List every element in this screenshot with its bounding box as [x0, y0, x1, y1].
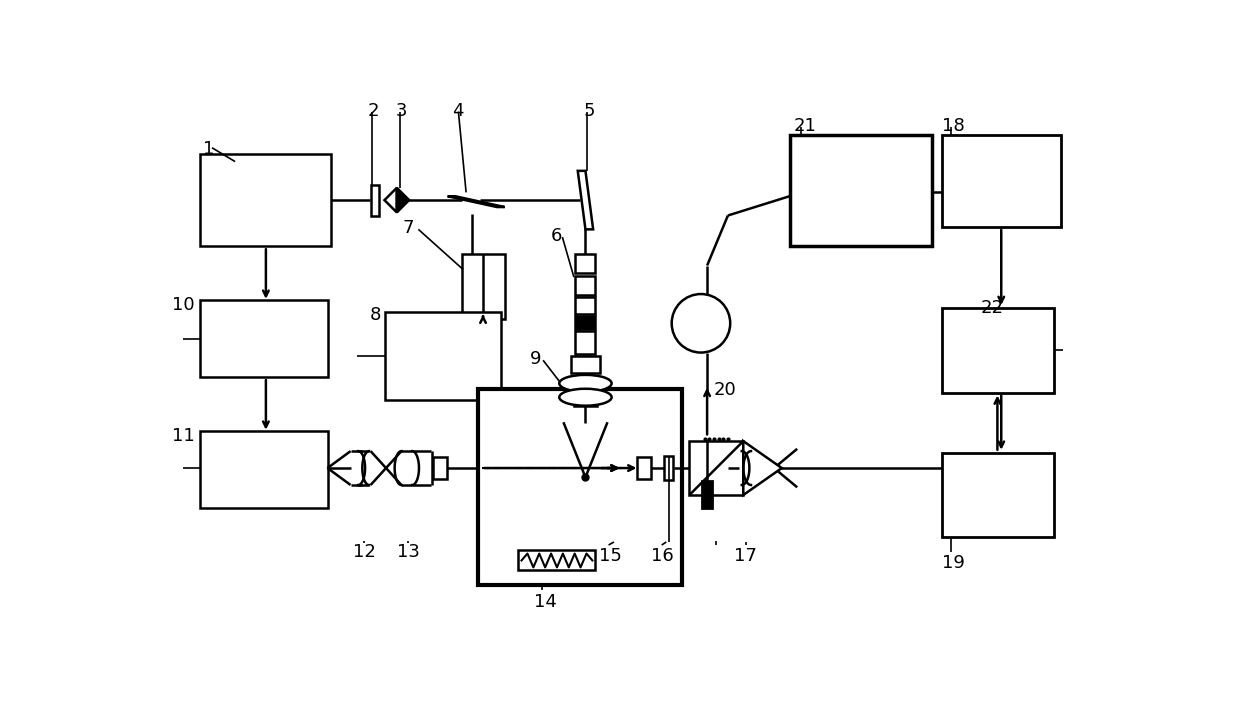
- Bar: [201, 154, 331, 246]
- Text: 20: 20: [714, 381, 737, 399]
- Text: 11: 11: [172, 427, 195, 446]
- Text: 22: 22: [981, 299, 1003, 317]
- Polygon shape: [384, 188, 397, 212]
- Text: 3: 3: [396, 102, 407, 120]
- Bar: [942, 453, 1054, 537]
- Bar: [518, 551, 595, 570]
- Text: 18: 18: [942, 117, 965, 135]
- Bar: [575, 297, 595, 314]
- Ellipse shape: [559, 388, 611, 405]
- Bar: [703, 481, 712, 508]
- Bar: [689, 441, 743, 495]
- Text: 17: 17: [734, 546, 756, 565]
- Bar: [570, 355, 600, 372]
- Polygon shape: [578, 171, 593, 229]
- Bar: [663, 455, 673, 480]
- Text: 16: 16: [651, 546, 673, 565]
- Bar: [790, 135, 932, 246]
- Text: 1: 1: [203, 140, 215, 158]
- Bar: [433, 458, 446, 479]
- Text: 8: 8: [370, 307, 381, 324]
- Bar: [463, 254, 505, 319]
- Text: 6: 6: [551, 227, 562, 245]
- Bar: [201, 300, 327, 377]
- Polygon shape: [448, 196, 505, 207]
- Bar: [575, 254, 595, 274]
- Bar: [942, 308, 1054, 393]
- Bar: [575, 316, 595, 329]
- Bar: [575, 276, 595, 295]
- Bar: [386, 312, 501, 400]
- Bar: [477, 388, 682, 585]
- Bar: [574, 390, 596, 407]
- Bar: [201, 431, 327, 508]
- Text: 9: 9: [529, 350, 542, 368]
- Text: 5: 5: [583, 102, 595, 120]
- Bar: [575, 331, 595, 354]
- Text: 21: 21: [794, 117, 816, 135]
- Text: 2: 2: [367, 102, 379, 120]
- Text: 19: 19: [942, 554, 965, 572]
- Bar: [372, 185, 379, 216]
- Polygon shape: [743, 441, 781, 495]
- Ellipse shape: [559, 375, 611, 392]
- Text: 14: 14: [534, 593, 557, 611]
- Bar: [942, 135, 1061, 227]
- Text: 13: 13: [397, 543, 419, 560]
- Text: 10: 10: [172, 296, 195, 314]
- Text: 4: 4: [453, 102, 464, 120]
- Bar: [637, 458, 651, 479]
- Text: 15: 15: [599, 546, 621, 565]
- Text: 7: 7: [403, 219, 414, 238]
- Text: 12: 12: [353, 543, 376, 560]
- Polygon shape: [397, 188, 409, 212]
